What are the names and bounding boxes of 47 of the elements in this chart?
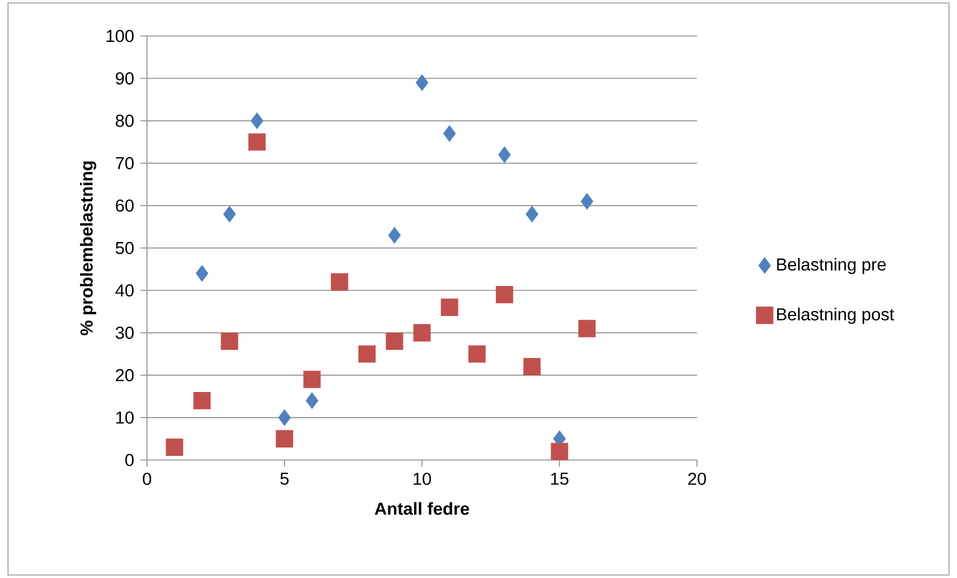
- point: [580, 193, 594, 210]
- x-tick-label: 15: [551, 472, 568, 485]
- point: [196, 265, 208, 282]
- y-tick-label: 30: [116, 326, 134, 339]
- point: [550, 442, 568, 460]
- y-tick-label: 0: [125, 454, 134, 466]
- point: [496, 286, 514, 304]
- point: [193, 392, 211, 410]
- point: [416, 74, 428, 91]
- point: [388, 227, 401, 244]
- x-axis-title: Antall fedre: [374, 502, 470, 515]
- y-tick-label: 80: [116, 114, 134, 127]
- y-tick-label: 20: [116, 369, 134, 382]
- point: [250, 112, 264, 130]
- point: [468, 345, 486, 363]
- point: [303, 370, 321, 388]
- y-tick-label: 100: [106, 30, 134, 42]
- point: [578, 320, 596, 338]
- y-tick-label: 60: [116, 199, 134, 212]
- point: [330, 273, 348, 291]
- point: [166, 438, 184, 456]
- y-tick-label: 70: [116, 157, 134, 170]
- point: [526, 206, 538, 222]
- point: [248, 133, 266, 151]
- point: [523, 358, 541, 376]
- legend-label: Belastning post: [777, 308, 894, 324]
- y-tick-label: 10: [116, 411, 134, 424]
- point: [413, 324, 431, 342]
- point: [443, 125, 456, 142]
- point: [440, 298, 458, 316]
- point: [386, 332, 404, 350]
- legend-label: Belastning pre: [777, 258, 886, 274]
- point: [358, 345, 376, 363]
- point: [306, 392, 318, 409]
- y-tick-label: 40: [115, 284, 134, 297]
- y-tick-label: 50: [116, 242, 134, 254]
- point: [223, 206, 236, 222]
- point: [498, 146, 511, 163]
- x-tick-label: 0: [142, 472, 152, 485]
- point: [220, 332, 238, 350]
- y-axis-title: % problembelastning: [80, 162, 96, 336]
- x-tick-label: 20: [688, 472, 706, 485]
- x-tick-label: 5: [280, 472, 289, 485]
- point: [278, 409, 291, 426]
- x-tick-label: 10: [414, 472, 431, 485]
- point: [276, 430, 294, 448]
- y-tick-label: 90: [116, 72, 134, 85]
